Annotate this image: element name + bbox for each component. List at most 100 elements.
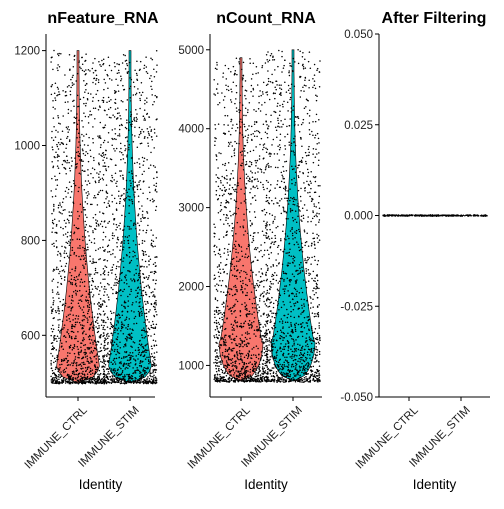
data-point	[252, 133, 254, 135]
data-point	[68, 113, 70, 115]
data-point	[260, 250, 262, 252]
data-point	[225, 217, 227, 219]
data-point	[244, 377, 246, 379]
data-point	[93, 160, 95, 162]
data-point	[245, 308, 247, 310]
data-point	[152, 376, 154, 378]
data-point	[124, 162, 126, 164]
data-point	[225, 339, 227, 341]
data-point	[275, 373, 277, 375]
data-point	[54, 218, 56, 220]
data-point	[57, 292, 59, 294]
data-point	[111, 145, 113, 147]
data-point	[156, 50, 158, 52]
data-point	[152, 139, 154, 141]
data-point	[107, 283, 109, 285]
data-point	[62, 320, 64, 322]
data-point	[81, 185, 83, 187]
data-point	[132, 380, 134, 382]
data-point	[226, 259, 228, 261]
data-point	[280, 134, 282, 136]
data-point	[103, 213, 105, 215]
data-point	[143, 218, 145, 220]
data-point	[87, 247, 89, 249]
data-point	[102, 165, 104, 167]
data-point	[270, 243, 272, 245]
data-point	[111, 312, 113, 314]
data-point	[240, 188, 242, 190]
data-point	[120, 159, 122, 161]
data-point	[141, 295, 143, 297]
data-point	[143, 337, 145, 339]
data-point	[292, 109, 294, 111]
data-point	[103, 370, 105, 372]
data-point	[130, 355, 132, 357]
data-point	[256, 283, 258, 285]
data-point	[100, 350, 102, 352]
data-point	[83, 331, 85, 333]
data-point	[148, 275, 150, 277]
data-point	[126, 351, 128, 353]
data-point	[265, 167, 267, 169]
data-point	[83, 339, 85, 341]
data-point	[56, 225, 58, 227]
data-point	[119, 170, 121, 172]
data-point	[78, 151, 80, 153]
data-point	[86, 296, 88, 298]
data-point	[223, 214, 225, 216]
data-point	[247, 358, 249, 360]
data-point	[154, 359, 156, 361]
data-point	[268, 81, 270, 83]
data-point	[75, 290, 77, 292]
data-point	[58, 117, 60, 119]
data-point	[114, 341, 116, 343]
data-point	[226, 89, 228, 91]
data-point	[144, 382, 146, 384]
data-point	[245, 108, 247, 110]
data-point	[66, 316, 68, 318]
data-point	[239, 58, 241, 60]
data-point	[229, 184, 231, 186]
data-point	[263, 124, 265, 126]
data-point	[305, 368, 307, 370]
data-point	[65, 337, 67, 339]
data-point	[133, 225, 135, 227]
data-point	[50, 363, 52, 365]
data-point	[232, 333, 234, 335]
data-point	[92, 230, 94, 232]
data-point	[147, 343, 149, 345]
data-point	[234, 378, 236, 380]
data-point	[83, 209, 85, 211]
data-point	[117, 333, 119, 335]
data-point	[155, 304, 157, 306]
data-point	[55, 312, 57, 314]
data-point	[303, 173, 305, 175]
data-point	[118, 378, 120, 380]
data-point	[248, 356, 250, 358]
data-point	[107, 260, 109, 262]
data-point	[143, 273, 145, 275]
data-point	[88, 137, 90, 139]
data-point	[114, 332, 116, 334]
data-point	[269, 224, 271, 226]
data-point	[57, 286, 59, 288]
data-point	[121, 321, 123, 323]
data-point	[108, 373, 110, 375]
data-point	[265, 335, 267, 337]
data-point	[67, 243, 69, 245]
data-point	[107, 246, 109, 248]
data-point	[71, 299, 73, 301]
data-point	[131, 114, 133, 116]
data-point	[278, 303, 280, 305]
data-point	[127, 328, 129, 330]
data-point	[267, 357, 269, 359]
data-point	[281, 181, 283, 183]
data-point	[83, 267, 85, 269]
data-point	[152, 59, 154, 61]
data-point	[294, 265, 296, 267]
data-point	[281, 56, 283, 58]
data-point	[255, 160, 256, 162]
data-point	[67, 255, 69, 257]
data-point	[256, 249, 258, 251]
data-point	[232, 170, 234, 172]
